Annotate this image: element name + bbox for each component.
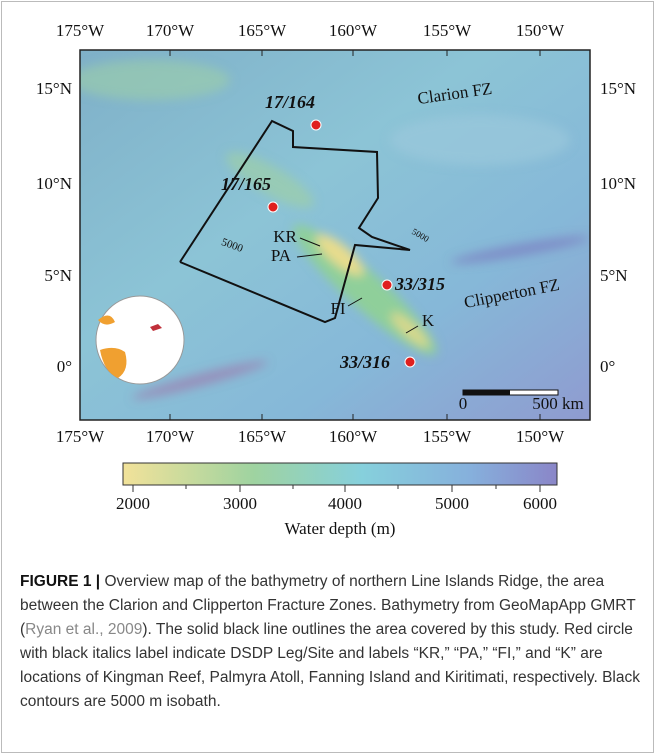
colorbar-title: Water depth (m)	[285, 519, 396, 538]
colorbar-tick-label: 2000	[116, 494, 150, 513]
colorbar	[123, 463, 557, 485]
place-label: K	[422, 311, 435, 330]
lat-label: 0°	[600, 357, 615, 376]
lon-label: 160°W	[329, 21, 378, 40]
lat-label: 15°N	[600, 79, 636, 98]
site-label: 33/315	[394, 274, 445, 294]
caption: FIGURE 1 | Overview map of the bathymetr…	[20, 570, 642, 714]
colorbar-tick-label: 3000	[223, 494, 257, 513]
lon-label: 170°W	[146, 21, 195, 40]
site-marker	[268, 202, 278, 212]
lon-label: 170°W	[146, 427, 195, 446]
colorbar-tick-label: 6000	[523, 494, 557, 513]
site-marker	[405, 357, 415, 367]
site-label: 17/165	[221, 174, 271, 194]
site-label: 33/316	[339, 352, 390, 372]
place-label: PA	[271, 246, 292, 265]
lat-label: 10°N	[36, 174, 72, 193]
globe-inset	[96, 296, 184, 384]
citation-link[interactable]: Ryan et al., 2009	[25, 621, 142, 638]
colorbar-tick-label: 5000	[435, 494, 469, 513]
lon-label: 175°W	[56, 21, 105, 40]
lon-label: 150°W	[516, 21, 565, 40]
site-marker	[382, 280, 392, 290]
place-label: KR	[273, 227, 297, 246]
page: 175°W 175°W 170°W 170°W 165°W 165°W 160°W 160°W…	[0, 0, 657, 756]
lat-label: 0°	[57, 357, 72, 376]
scale-label: 500 km	[532, 394, 583, 413]
caption-label: FIGURE 1 |	[20, 573, 100, 590]
scale-label: 0	[459, 394, 468, 413]
place-label: FI	[330, 299, 345, 318]
lon-label: 155°W	[423, 21, 472, 40]
lat-label: 5°N	[44, 266, 72, 285]
lat-label: 10°N	[600, 174, 636, 193]
map-figure: 175°W 175°W 170°W 170°W 165°W 165°W 160°W 160°W…	[0, 0, 657, 560]
lon-label: 175°W	[56, 427, 105, 446]
lat-label: 15°N	[36, 79, 72, 98]
lon-label: 150°W	[516, 427, 565, 446]
site-marker	[311, 120, 321, 130]
lon-label: 155°W	[423, 427, 472, 446]
site-label: 17/164	[265, 92, 315, 112]
colorbar-tick-label: 4000	[328, 494, 362, 513]
lon-label: 165°W	[238, 21, 287, 40]
lon-label: 160°W	[329, 427, 378, 446]
lon-label: 165°W	[238, 427, 287, 446]
lat-label: 5°N	[600, 266, 628, 285]
